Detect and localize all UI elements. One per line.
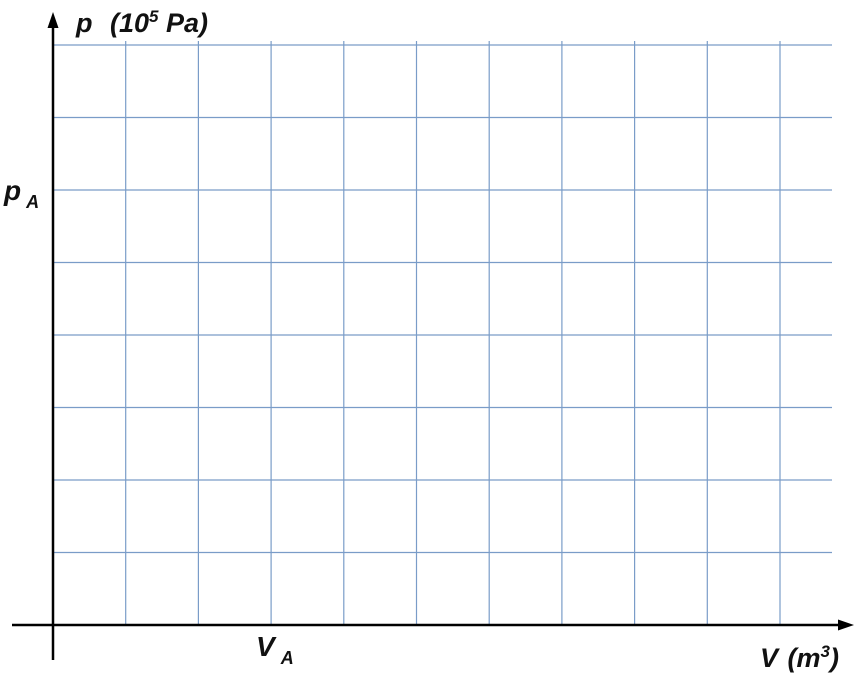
x-axis-unit-prefix: (m — [788, 643, 821, 673]
grid — [53, 41, 832, 625]
y-marker-symbol: p — [3, 175, 21, 206]
y-axis-unit-prefix: (10 — [110, 8, 149, 38]
y-axis-unit-suffix: Pa) — [159, 8, 209, 38]
x-axis-label: V (m3) — [760, 642, 839, 673]
y-axis-unit-exponent: 5 — [149, 7, 159, 26]
y-axis-label: p (105 Pa) — [75, 7, 208, 38]
y-axis-arrow-icon — [47, 12, 59, 28]
x-axis-arrow-icon — [838, 619, 854, 631]
y-marker-subscript: A — [25, 192, 39, 212]
x-axis-symbol: V — [760, 643, 780, 673]
y-axis-symbol: p — [75, 8, 93, 38]
x-axis-unit-exponent: 3 — [821, 642, 831, 661]
x-marker-symbol: V — [256, 631, 277, 662]
x-marker-subscript: A — [280, 648, 294, 668]
x-axis-unit-suffix: ) — [827, 643, 839, 673]
